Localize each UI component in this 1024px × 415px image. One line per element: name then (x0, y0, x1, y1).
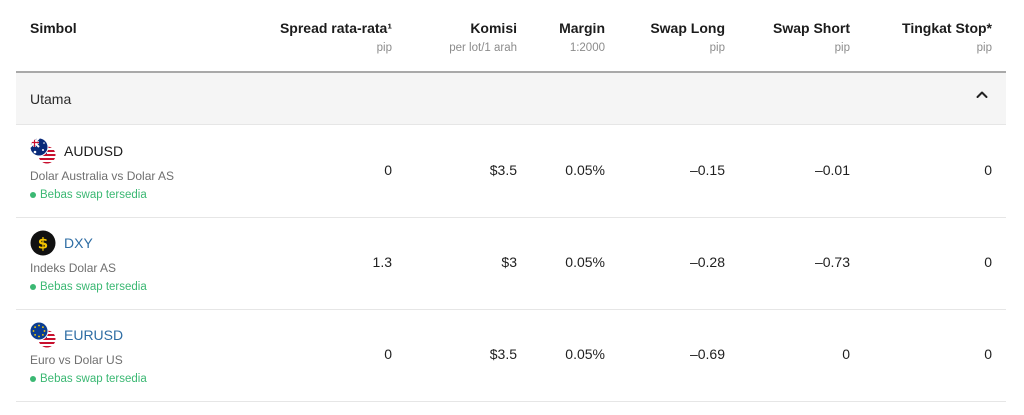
spread-value: 0 (384, 162, 392, 178)
symbol-cell: $ DXY Indeks Dolar AS Bebas swap tersedi… (30, 230, 270, 293)
svg-text:$: $ (38, 235, 48, 253)
swap-long-value: –0.15 (689, 162, 725, 178)
symbol-link[interactable]: EURUSD (64, 327, 124, 343)
header-title: Simbol (30, 20, 77, 36)
swap-short-value: 0 (842, 346, 850, 362)
swap-free-label: Bebas swap tersedia (40, 373, 147, 385)
table-row: EURUSD Euro vs Dolar US Bebas swap terse… (16, 309, 1006, 402)
margin-value: 0.05% (565, 254, 605, 270)
header-unit: per lot/1 arah (449, 42, 517, 54)
swap-free-label: Bebas swap tersedia (40, 281, 147, 293)
header-unit: 1:2000 (569, 42, 605, 54)
swap-long-value: –0.69 (689, 346, 725, 362)
header-title: Spread rata-rata¹ (279, 20, 392, 36)
table-row: $ DXY Indeks Dolar AS Bebas swap tersedi… (16, 217, 1006, 310)
symbol-cell: AUDUSD Dolar Australia vs Dolar AS Bebas… (30, 138, 270, 201)
header-symbol[interactable]: Simbol (30, 20, 77, 36)
header-commission[interactable]: Komisi per lot/1 arah (449, 20, 517, 54)
spread-value: 1.3 (372, 254, 392, 270)
margin-value: 0.05% (565, 162, 605, 178)
commission-value: $3.5 (489, 162, 517, 178)
header-spread[interactable]: Spread rata-rata¹ pip (280, 20, 392, 54)
header-title: Swap Short (772, 20, 850, 36)
green-dot-icon (30, 284, 36, 290)
group-label: Utama (30, 91, 72, 107)
swap-short-value: –0.73 (814, 254, 850, 270)
table-row: AUDUSD Dolar Australia vs Dolar AS Bebas… (16, 125, 1006, 218)
header-swap-long[interactable]: Swap Long pip (650, 20, 725, 54)
swap-short-value: –0.01 (814, 162, 850, 178)
chevron-up-icon[interactable] (974, 87, 990, 103)
table-header: Simbol Spread rata-rata¹ pip Komisi per … (16, 0, 1006, 73)
spread-value: 0 (384, 346, 392, 362)
symbol-description: Dolar Australia vs Dolar AS (30, 169, 175, 183)
green-dot-icon (30, 376, 36, 382)
swap-free-label: Bebas swap tersedia (40, 189, 147, 201)
header-title: Swap Long (650, 20, 725, 36)
header-swap-short[interactable]: Swap Short pip (773, 20, 850, 54)
stop-level-value: 0 (984, 162, 992, 178)
symbol-cell: EURUSD Euro vs Dolar US Bebas swap terse… (30, 322, 270, 385)
stop-level-value: 0 (984, 346, 992, 362)
commission-value: $3 (501, 254, 517, 270)
stop-level-value: 0 (984, 254, 992, 270)
header-title: Margin (559, 20, 605, 36)
header-margin[interactable]: Margin 1:2000 (559, 20, 605, 54)
header-title: Komisi (470, 20, 517, 36)
eur-usd-flag-icon (30, 322, 56, 348)
symbol-description: Euro vs Dolar US (30, 353, 123, 367)
header-unit: pip (976, 42, 992, 54)
header-unit: pip (709, 42, 725, 54)
commission-value: $3.5 (489, 346, 517, 362)
symbol-description: Indeks Dolar AS (30, 261, 117, 275)
green-dot-icon (30, 192, 36, 198)
header-unit: pip (376, 42, 392, 54)
aud-usd-flag-icon (30, 138, 56, 164)
header-stop-level[interactable]: Tingkat Stop* pip (902, 20, 992, 54)
swap-free-badge: Bebas swap tersedia (30, 189, 270, 201)
header-title: Tingkat Stop* (902, 20, 992, 36)
dollar-index-icon: $ (30, 230, 56, 256)
header-unit: pip (834, 42, 850, 54)
group-row-utama[interactable]: Utama (16, 73, 1006, 125)
margin-value: 0.05% (565, 346, 605, 362)
swap-free-badge: Bebas swap tersedia (30, 281, 270, 293)
symbol-link[interactable]: DXY (64, 235, 93, 251)
swap-long-value: –0.28 (689, 254, 725, 270)
symbol-code: AUDUSD (64, 143, 124, 159)
swap-free-badge: Bebas swap tersedia (30, 373, 270, 385)
